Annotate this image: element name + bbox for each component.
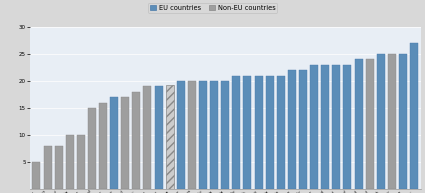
- Bar: [77, 135, 85, 189]
- Bar: [332, 65, 340, 189]
- Bar: [166, 85, 174, 189]
- Bar: [299, 70, 307, 189]
- Bar: [388, 54, 396, 189]
- Bar: [121, 97, 129, 189]
- Bar: [55, 146, 62, 189]
- Bar: [199, 81, 207, 189]
- Bar: [88, 108, 96, 189]
- Bar: [43, 146, 51, 189]
- Bar: [321, 65, 329, 189]
- Bar: [32, 162, 40, 189]
- Bar: [232, 76, 241, 189]
- Legend: EU countries, Non-EU countries: EU countries, Non-EU countries: [147, 3, 278, 13]
- Bar: [266, 76, 274, 189]
- Bar: [377, 54, 385, 189]
- Bar: [221, 81, 229, 189]
- Bar: [343, 65, 351, 189]
- Bar: [144, 86, 151, 189]
- Bar: [277, 76, 285, 189]
- Bar: [188, 81, 196, 189]
- Bar: [288, 70, 296, 189]
- Bar: [244, 76, 252, 189]
- Bar: [177, 81, 185, 189]
- Bar: [410, 43, 418, 189]
- Bar: [110, 97, 118, 189]
- Bar: [366, 59, 374, 189]
- Bar: [99, 103, 107, 189]
- Bar: [210, 81, 218, 189]
- Bar: [310, 65, 318, 189]
- Bar: [354, 59, 363, 189]
- Bar: [155, 86, 163, 189]
- Bar: [255, 76, 263, 189]
- Bar: [66, 135, 74, 189]
- Bar: [399, 54, 407, 189]
- Bar: [132, 92, 140, 189]
